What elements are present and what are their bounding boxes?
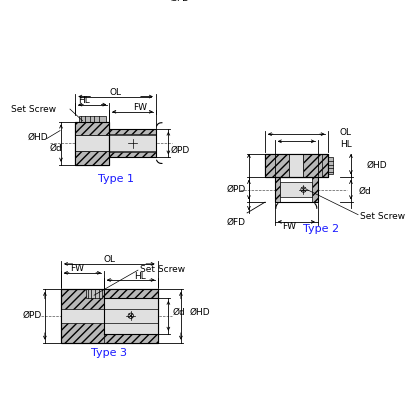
Text: Set Screw: Set Screw xyxy=(10,104,56,114)
Text: Ød: Ød xyxy=(173,308,186,317)
Bar xyxy=(109,129,156,157)
Bar xyxy=(265,154,328,177)
Text: HL: HL xyxy=(134,272,146,281)
Text: ØFD: ØFD xyxy=(171,0,190,2)
Text: FW: FW xyxy=(282,222,296,231)
Text: ØPD: ØPD xyxy=(23,311,42,320)
Text: HL: HL xyxy=(78,96,90,105)
Text: FW: FW xyxy=(70,264,84,273)
Bar xyxy=(275,177,318,202)
Text: Set Screw: Set Screw xyxy=(140,265,185,274)
Text: FW: FW xyxy=(133,103,147,112)
Text: Ød: Ød xyxy=(49,144,62,153)
Text: Type 2: Type 2 xyxy=(303,224,339,234)
Bar xyxy=(75,121,109,165)
Bar xyxy=(312,177,318,202)
Bar xyxy=(75,135,109,151)
Text: OL: OL xyxy=(103,255,115,264)
Bar xyxy=(275,177,280,202)
Bar xyxy=(104,289,158,343)
Text: ØHD: ØHD xyxy=(367,161,388,170)
Text: ØPD: ØPD xyxy=(227,185,246,194)
Text: ØFD: ØFD xyxy=(227,217,246,226)
Bar xyxy=(109,129,156,134)
Bar xyxy=(75,121,109,165)
Bar xyxy=(75,121,109,135)
Text: Set Screw: Set Screw xyxy=(360,212,405,221)
Text: Type 1: Type 1 xyxy=(98,174,134,184)
Bar xyxy=(265,154,328,177)
Bar xyxy=(109,152,156,157)
Bar xyxy=(328,157,333,173)
Text: OL: OL xyxy=(339,128,352,137)
Text: ØHD: ØHD xyxy=(190,308,210,317)
Bar xyxy=(289,154,304,177)
Text: ØPD: ØPD xyxy=(171,146,190,155)
Bar xyxy=(61,289,158,343)
Bar xyxy=(61,309,158,323)
Bar xyxy=(304,154,322,177)
Bar xyxy=(86,289,102,298)
Bar xyxy=(109,135,156,151)
Bar xyxy=(104,298,158,334)
Text: Type 3: Type 3 xyxy=(92,348,127,358)
Text: HL: HL xyxy=(340,140,352,149)
Bar xyxy=(75,151,109,165)
Bar xyxy=(79,116,106,121)
Text: ØHD: ØHD xyxy=(27,133,48,142)
Bar xyxy=(280,183,312,197)
Text: OL: OL xyxy=(109,88,121,97)
Bar xyxy=(265,154,289,177)
Bar xyxy=(61,289,158,343)
Text: Ød: Ød xyxy=(358,187,371,196)
